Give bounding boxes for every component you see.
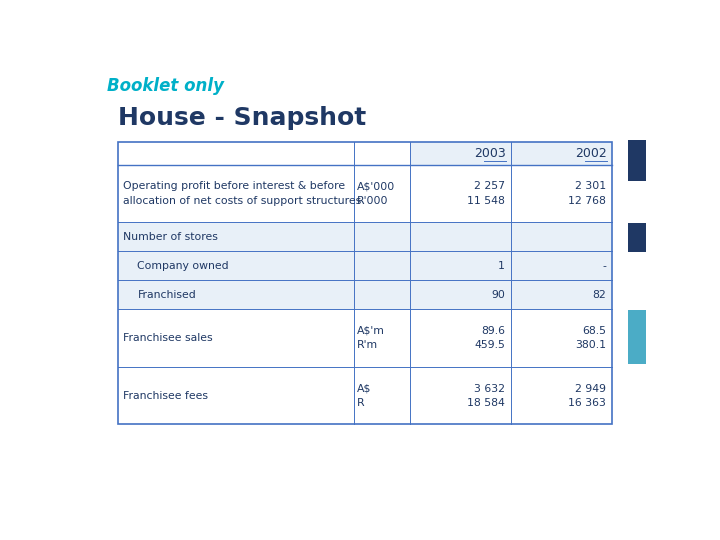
- Text: 380.1: 380.1: [575, 340, 606, 350]
- Text: Number of stores: Number of stores: [124, 232, 218, 242]
- Text: A$: A$: [357, 383, 372, 394]
- Text: Company owned: Company owned: [138, 261, 229, 271]
- Text: Booklet only: Booklet only: [107, 77, 224, 95]
- Bar: [118, 280, 612, 309]
- Bar: [118, 222, 612, 251]
- Text: House - Snapshot: House - Snapshot: [118, 106, 366, 130]
- Text: R'm: R'm: [357, 340, 378, 350]
- Text: A$'000: A$'000: [357, 181, 395, 191]
- Text: 2 301: 2 301: [575, 181, 606, 191]
- Text: R: R: [357, 397, 364, 408]
- Text: 2 257: 2 257: [474, 181, 505, 191]
- Text: 2002: 2002: [575, 147, 607, 160]
- Text: 11 548: 11 548: [467, 195, 505, 206]
- Bar: [629, 223, 647, 252]
- Text: Operating profit before interest & before: Operating profit before interest & befor…: [124, 181, 346, 191]
- Text: allocation of net costs of support structures: allocation of net costs of support struc…: [124, 195, 361, 206]
- Bar: [118, 251, 612, 280]
- Bar: [629, 140, 647, 181]
- Text: 89.6: 89.6: [481, 326, 505, 336]
- Text: Franchisee sales: Franchisee sales: [124, 333, 213, 343]
- Text: Franchisee fees: Franchisee fees: [124, 390, 209, 401]
- Text: 82: 82: [593, 289, 606, 300]
- Text: 68.5: 68.5: [582, 326, 606, 336]
- Text: A$'m: A$'m: [357, 326, 384, 336]
- Text: 1: 1: [498, 261, 505, 271]
- Text: 18 584: 18 584: [467, 397, 505, 408]
- Text: 16 363: 16 363: [568, 397, 606, 408]
- Bar: [410, 141, 510, 165]
- Bar: [118, 141, 612, 424]
- Text: 2003: 2003: [474, 147, 506, 160]
- Text: 2 949: 2 949: [575, 383, 606, 394]
- Text: -: -: [602, 261, 606, 271]
- Bar: [629, 310, 647, 364]
- Text: 3 632: 3 632: [474, 383, 505, 394]
- Text: 12 768: 12 768: [568, 195, 606, 206]
- Text: Franchised: Franchised: [138, 289, 196, 300]
- Bar: [510, 141, 612, 165]
- Text: 90: 90: [491, 289, 505, 300]
- Text: 459.5: 459.5: [474, 340, 505, 350]
- Text: R'000: R'000: [357, 195, 388, 206]
